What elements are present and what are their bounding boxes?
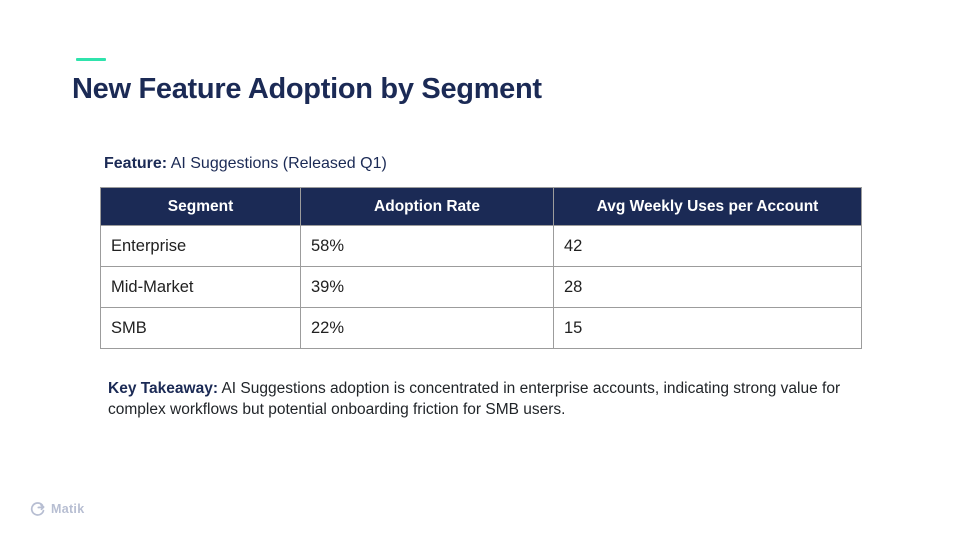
cell-segment: Enterprise [100,225,301,267]
column-header-avg-weekly-uses: Avg Weekly Uses per Account [553,187,862,226]
page-title: New Feature Adoption by Segment [72,73,542,105]
cell-segment: Mid-Market [100,266,301,308]
matik-logo-icon [30,501,46,517]
table-header-row: Segment Adoption Rate Avg Weekly Uses pe… [100,187,862,226]
cell-avg-weekly-uses: 42 [553,225,862,267]
column-header-segment: Segment [100,187,301,226]
title-accent-dash [76,58,106,61]
cell-avg-weekly-uses: 28 [553,266,862,308]
key-takeaway-text: AI Suggestions adoption is concentrated … [108,380,841,419]
table-row: SMB 22% 15 [100,307,862,349]
key-takeaway: Key Takeaway: AI Suggestions adoption is… [108,378,856,421]
cell-adoption-rate: 58% [300,225,554,267]
matik-logo: Matik [30,501,84,517]
feature-label: Feature: [104,155,168,172]
table-row: Mid-Market 39% 28 [100,266,862,308]
feature-value: AI Suggestions (Released Q1) [170,155,387,172]
cell-segment: SMB [100,307,301,349]
matik-logo-wordmark: Matik [51,502,85,516]
cell-adoption-rate: 39% [300,266,554,308]
table-row: Enterprise 58% 42 [100,225,862,267]
cell-adoption-rate: 22% [300,307,554,349]
adoption-table: Segment Adoption Rate Avg Weekly Uses pe… [100,187,862,349]
key-takeaway-label: Key Takeaway: [108,380,218,397]
column-header-adoption-rate: Adoption Rate [300,187,554,226]
feature-subtitle: Feature: AI Suggestions (Released Q1) [104,155,387,173]
cell-avg-weekly-uses: 15 [553,307,862,349]
